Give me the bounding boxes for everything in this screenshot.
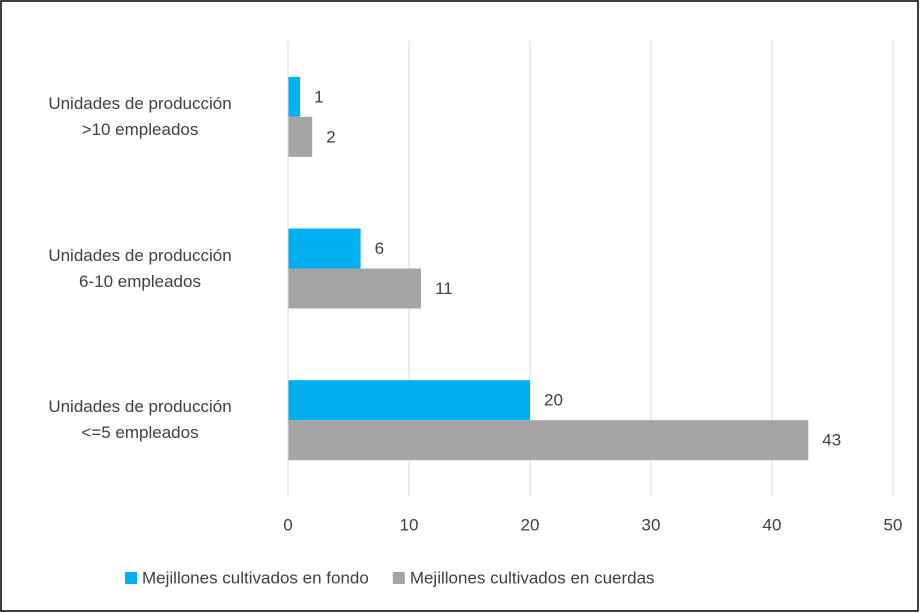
legend-swatch bbox=[125, 572, 137, 584]
y-tick-label: Unidades de producción <=5 empleados bbox=[48, 397, 232, 443]
y-tick-label: Unidades de producción 6-10 empleados bbox=[48, 245, 232, 291]
bar bbox=[288, 116, 313, 157]
data-label: 6 bbox=[375, 239, 384, 258]
data-label: 1 bbox=[314, 87, 323, 106]
data-label: 11 bbox=[435, 279, 453, 298]
x-tick-label: 50 bbox=[884, 515, 903, 534]
bar bbox=[288, 380, 530, 421]
y-tick-label: Unidades de producción >10 empleados bbox=[48, 93, 232, 139]
x-tick-label: 10 bbox=[400, 515, 419, 534]
bar bbox=[288, 76, 301, 117]
legend-swatch bbox=[392, 572, 405, 584]
x-tick-label: 20 bbox=[521, 515, 540, 534]
data-label: 2 bbox=[326, 127, 335, 146]
bar bbox=[288, 228, 361, 269]
data-label: 43 bbox=[822, 431, 841, 450]
data-label: 20 bbox=[544, 391, 563, 410]
bar bbox=[288, 268, 422, 309]
x-tick-label: 40 bbox=[763, 515, 782, 534]
legend-label: Mejillones cultivados en cuerdas bbox=[410, 568, 655, 587]
x-tick-label: 0 bbox=[283, 515, 292, 534]
bar bbox=[288, 420, 809, 461]
legend-label: Mejillones cultivados en fondo bbox=[142, 568, 369, 587]
x-tick-label: 30 bbox=[642, 515, 661, 534]
